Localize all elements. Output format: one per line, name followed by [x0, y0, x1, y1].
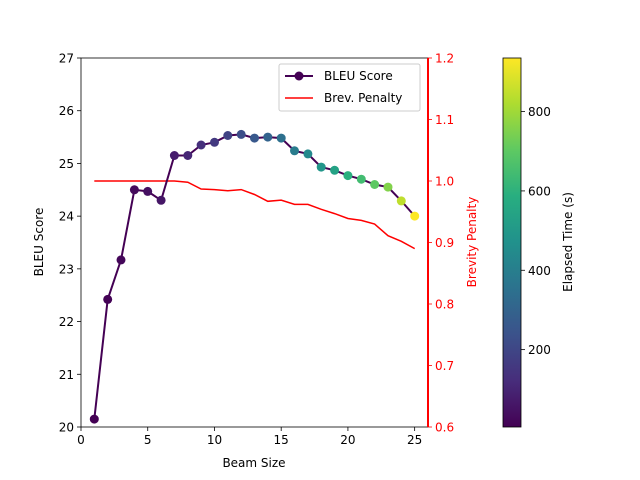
colorbar — [502, 57, 522, 428]
bleu-point — [116, 255, 126, 265]
colorbar-ticks: 200 400 600 800 — [521, 105, 551, 357]
bleu-point — [290, 146, 299, 156]
legend-bleu-marker — [294, 71, 304, 81]
y-tick-label: 24 — [59, 210, 74, 224]
bleu-point — [223, 131, 233, 140]
bleu-point — [89, 414, 99, 424]
bleu-point — [316, 162, 326, 172]
right-tick-label: 0.7 — [435, 359, 454, 373]
bleu-point — [236, 129, 246, 139]
bleu-point — [169, 151, 179, 160]
x-tick-label: 15 — [274, 433, 289, 447]
y-tick-label: 27 — [59, 52, 74, 66]
bleu-point — [356, 174, 366, 184]
bleu-point — [263, 132, 273, 142]
bleu-point — [276, 133, 286, 143]
bleu-point — [396, 196, 406, 206]
right-tick-label: 0.6 — [435, 421, 454, 435]
x-tick-label: 10 — [207, 433, 222, 447]
x-tick-label: 20 — [340, 433, 355, 447]
right-axis-ticks: 0.6 0.7 0.8 0.9 1.0 1.1 1.2 — [428, 52, 454, 435]
bleu-point — [250, 133, 259, 143]
bleu-point — [143, 186, 153, 196]
bleu-point — [210, 137, 219, 147]
bleu-point — [303, 149, 313, 159]
legend-box — [278, 63, 421, 112]
y-tick-label: 25 — [59, 157, 74, 171]
y-tick-label: 22 — [59, 315, 74, 329]
y-tick-label: 23 — [59, 262, 74, 276]
x-tick-label: 5 — [144, 433, 152, 447]
y-axis-ticks: 20 21 22 23 24 25 26 27 — [59, 52, 81, 435]
y-tick-label: 20 — [59, 421, 74, 435]
bleu-point — [343, 171, 353, 181]
bleu-point — [183, 151, 193, 160]
y-tick-label: 26 — [59, 104, 74, 118]
bleu-point — [129, 185, 139, 195]
right-tick-label: 0.8 — [435, 298, 454, 312]
bleu-point — [330, 165, 340, 175]
colorbar-tick-label: 200 — [528, 343, 551, 357]
bleu-point — [383, 182, 393, 192]
right-tick-label: 0.9 — [435, 236, 454, 250]
x-tick-label: 25 — [407, 433, 422, 447]
colorbar-tick-label: 400 — [528, 264, 551, 278]
bleu-point — [370, 180, 380, 189]
y-tick-label: 21 — [59, 368, 74, 382]
right-axis-title: Brevity Penalty — [465, 197, 479, 288]
right-tick-label: 1.2 — [435, 52, 454, 66]
bleu-point — [196, 140, 206, 150]
colorbar-tick-label: 600 — [528, 184, 551, 198]
bleu-point — [410, 211, 420, 221]
x-axis-title: Beam Size — [222, 456, 285, 470]
y-axis-title: BLEU Score — [32, 208, 46, 277]
legend-bp-label: Brev. Penalty — [324, 91, 402, 105]
bleu-point — [103, 294, 113, 304]
colorbar-tick-label: 800 — [528, 105, 551, 119]
bleu-point — [156, 195, 166, 205]
right-tick-label: 1.0 — [435, 175, 454, 189]
right-tick-label: 1.1 — [435, 113, 454, 127]
x-axis-ticks: 0 5 10 15 20 25 — [77, 427, 422, 447]
legend: BLEU Score Brev. Penalty — [278, 63, 421, 112]
colorbar-title: Elapsed Time (s) — [561, 192, 575, 292]
bleu-score-points — [89, 129, 420, 424]
brevity-penalty-line — [94, 180, 416, 250]
legend-bleu-label: BLEU Score — [324, 69, 393, 83]
x-tick-label: 0 — [77, 433, 85, 447]
